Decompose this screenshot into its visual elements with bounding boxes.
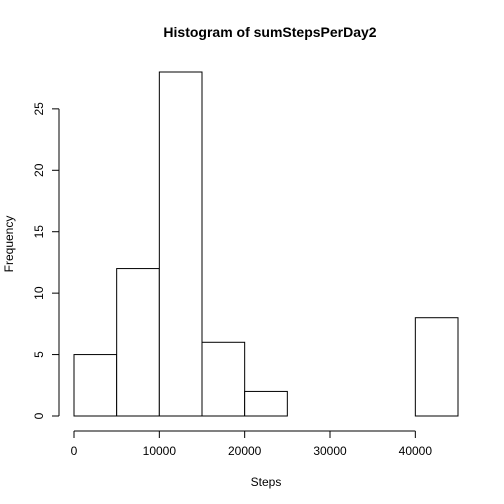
y-tick-label-25: 25 (32, 102, 46, 116)
histogram-bar-40000-45000 (414, 317, 459, 417)
y-tick-label-0: 0 (32, 412, 46, 419)
x-tick-label-30000: 30000 (313, 444, 347, 458)
x-tick-label-40000: 40000 (399, 444, 433, 458)
y-axis-label: Frequency (2, 216, 16, 273)
y-axis: 0 5 10 15 20 25 (32, 102, 60, 419)
x-tick-label-10000: 10000 (143, 444, 177, 458)
y-tick-label-10: 10 (32, 286, 46, 300)
histogram-bar-5000-10000 (116, 268, 160, 417)
x-axis-label: Steps (251, 475, 282, 489)
x-axis: 0 10000 20000 30000 40000 (71, 430, 433, 458)
histogram-bar-15000-20000 (201, 341, 246, 417)
y-tick-label-15: 15 (32, 225, 46, 239)
chart-title: Histogram of sumStepsPerDay2 (163, 24, 376, 40)
y-tick-label-20: 20 (32, 163, 46, 177)
y-tick-label-5: 5 (32, 351, 46, 358)
x-tick-label-20000: 20000 (228, 444, 262, 458)
histogram-bar-20000-25000 (244, 390, 288, 417)
histogram-bar-0-5000 (73, 354, 118, 417)
histogram-bar-10000-15000 (158, 71, 203, 417)
x-tick-label-0: 0 (71, 444, 78, 458)
histogram-bars (73, 71, 459, 417)
